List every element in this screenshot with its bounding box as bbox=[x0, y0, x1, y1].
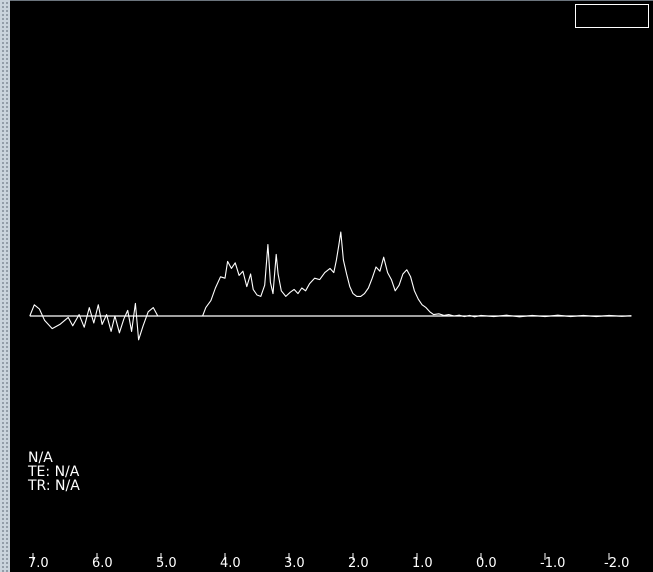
scan-info-overlay: N/A TE: N/A TR: N/A bbox=[28, 451, 80, 493]
info-line-te: TE: N/A bbox=[28, 464, 80, 480]
x-tick-label: 0.0 bbox=[476, 556, 497, 571]
x-tick-label: 2.0 bbox=[348, 556, 369, 571]
x-tick-label: 5.0 bbox=[156, 556, 177, 571]
x-tick-label: -1.0 bbox=[540, 556, 565, 571]
info-line-tr: TR: N/A bbox=[28, 478, 80, 494]
x-tick-label: 4.0 bbox=[220, 556, 241, 571]
x-tick-label: 1.0 bbox=[412, 556, 433, 571]
x-tick-label: 6.0 bbox=[92, 556, 113, 571]
x-tick-label: -2.0 bbox=[604, 556, 629, 571]
spectrum-trace-0 bbox=[29, 231, 632, 341]
x-tick-label: 7.0 bbox=[28, 556, 49, 571]
x-tick-label: 3.0 bbox=[284, 556, 305, 571]
status-box bbox=[575, 4, 649, 28]
info-line-1: N/A bbox=[28, 450, 53, 466]
spectrum-display-area[interactable] bbox=[10, 0, 653, 572]
